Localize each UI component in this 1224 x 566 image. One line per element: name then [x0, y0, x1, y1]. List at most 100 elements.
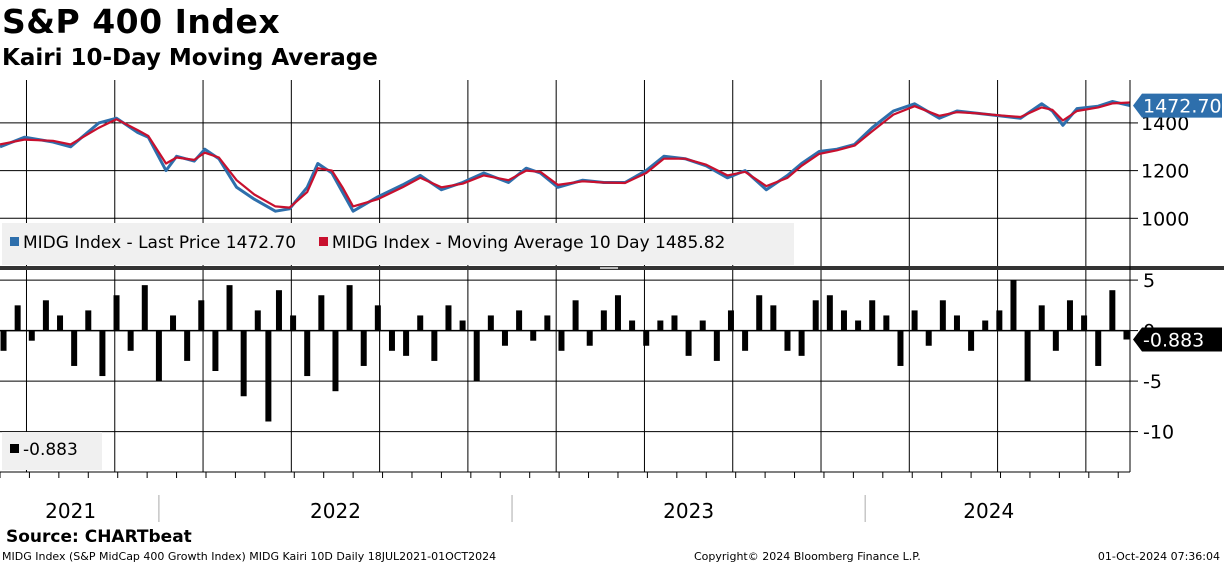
kairi-bar: [1052, 330, 1059, 351]
kairi-bar: [516, 310, 523, 331]
kairi-bar: [629, 320, 636, 331]
kairi-bar: [996, 310, 1003, 331]
lower-legend: -0.883: [2, 432, 102, 470]
kairi-bar: [71, 330, 78, 366]
kairi-bar: [812, 300, 819, 331]
kairi-bar: [727, 310, 734, 331]
kairi-bar: [883, 315, 890, 331]
price-series-line: [0, 100, 1131, 213]
price-value-label: 1472.70: [1143, 96, 1222, 118]
panel-divider-grip: [600, 267, 618, 269]
kairi-bar: [360, 330, 367, 366]
kairi-bar: [85, 310, 92, 331]
kairi-bar: [897, 330, 904, 366]
kairi-bar: [600, 310, 607, 331]
kairi-bar: [1038, 305, 1045, 331]
kairi-bar: [657, 320, 664, 331]
legend-price: MIDG Index - Last Price 1472.70: [23, 233, 297, 253]
kairi-bar: [798, 330, 805, 356]
kairi-bar: [1095, 330, 1102, 366]
kairi-bar: [742, 330, 749, 351]
kairi-bar: [501, 330, 508, 346]
kairi-bar: [770, 305, 777, 331]
kairi-bar: [403, 330, 410, 356]
kairi-bar: [99, 330, 106, 377]
kairi-bar: [57, 315, 64, 331]
kairi-bar: [826, 295, 833, 331]
kairi-bar: [586, 330, 593, 346]
footer-description: MIDG Index (S&P MidCap 400 Growth Index)…: [2, 550, 497, 563]
kairi-bar: [685, 330, 692, 356]
kairi-bar: [699, 320, 706, 331]
upper-ytick-label: 1200: [1141, 161, 1189, 183]
kairi-value-label: -0.883: [1143, 330, 1204, 352]
kairi-bar: [265, 330, 272, 422]
kairi-bar: [614, 295, 621, 331]
kairi-bar: [925, 330, 932, 346]
kairi-bar: [127, 330, 134, 351]
lower-ytick-label: -10: [1143, 422, 1174, 444]
ma-series-line: [0, 101, 1131, 209]
lower-ytick-label: 5: [1143, 270, 1155, 292]
kairi-bar: [968, 330, 975, 351]
kairi-bar: [530, 330, 537, 341]
kairi-bar: [544, 315, 551, 331]
footer-copyright: Copyright© 2024 Bloomberg Finance L.P.: [694, 550, 921, 563]
kairi-bar: [198, 300, 205, 331]
kairi-bar: [643, 330, 650, 346]
kairi-bar: [113, 295, 120, 331]
legend-ma: MIDG Index - Moving Average 10 Day 1485.…: [331, 233, 726, 253]
upper-ytick-label: 1000: [1141, 208, 1189, 230]
kairi-value-tag: [1133, 327, 1222, 352]
kairi-bar: [388, 330, 395, 351]
x-year-label: 2021: [45, 499, 96, 523]
kairi-bar: [939, 300, 946, 331]
kairi-bar: [840, 310, 847, 331]
kairi-bar: [445, 305, 452, 331]
kairi-bar: [1066, 300, 1073, 331]
upper-legend: MIDG Index - Last Price 1472.70 MIDG Ind…: [2, 223, 794, 265]
kairi-bar: [226, 285, 233, 331]
kairi-bar: [346, 285, 353, 331]
price-value-tag: [1133, 93, 1222, 118]
kairi-bar: [459, 320, 466, 331]
kairi-bar: [304, 330, 311, 377]
kairi-bar: [155, 330, 162, 382]
kairi-bar: [671, 315, 678, 331]
kairi-bar: [1123, 330, 1130, 340]
kairi-bar: [28, 330, 35, 341]
kairi-bar: [170, 315, 177, 331]
kairi-bar: [431, 330, 438, 361]
page-title: S&P 400 Index: [2, 2, 281, 41]
ma-swatch: [318, 236, 328, 246]
kairi-bar: [1024, 330, 1031, 382]
footer-timestamp: 01-Oct-2024 07:36:04: [1097, 550, 1220, 563]
kairi-bar: [713, 330, 720, 361]
legend-kairi: -0.883: [23, 440, 78, 460]
kairi-bar: [869, 300, 876, 331]
kairi-bar: [417, 315, 424, 331]
kairi-bar: [0, 330, 7, 351]
kairi-bar: [558, 330, 565, 351]
page-subtitle: Kairi 10-Day Moving Average: [2, 45, 378, 71]
kairi-swatch: [10, 443, 19, 453]
kairi-bar: [254, 310, 261, 331]
kairi-bar: [487, 315, 494, 331]
kairi-bar: [982, 320, 989, 331]
upper-ytick-label: 1400: [1141, 113, 1189, 135]
kairi-bar: [318, 295, 325, 331]
kairi-bar: [572, 300, 579, 331]
kairi-bar: [275, 290, 282, 331]
lower-ytick-label: -5: [1143, 371, 1162, 393]
kairi-bar: [332, 330, 339, 392]
kairi-bar: [953, 315, 960, 331]
x-year-label: 2023: [663, 499, 714, 523]
x-year-label: 2022: [310, 499, 361, 523]
kairi-bar: [855, 320, 862, 331]
kairi-bar: [141, 285, 148, 331]
kairi-bar: [756, 295, 763, 331]
kairi-bar: [473, 330, 480, 382]
kairi-bar: [290, 315, 297, 331]
kairi-bar: [42, 300, 49, 331]
